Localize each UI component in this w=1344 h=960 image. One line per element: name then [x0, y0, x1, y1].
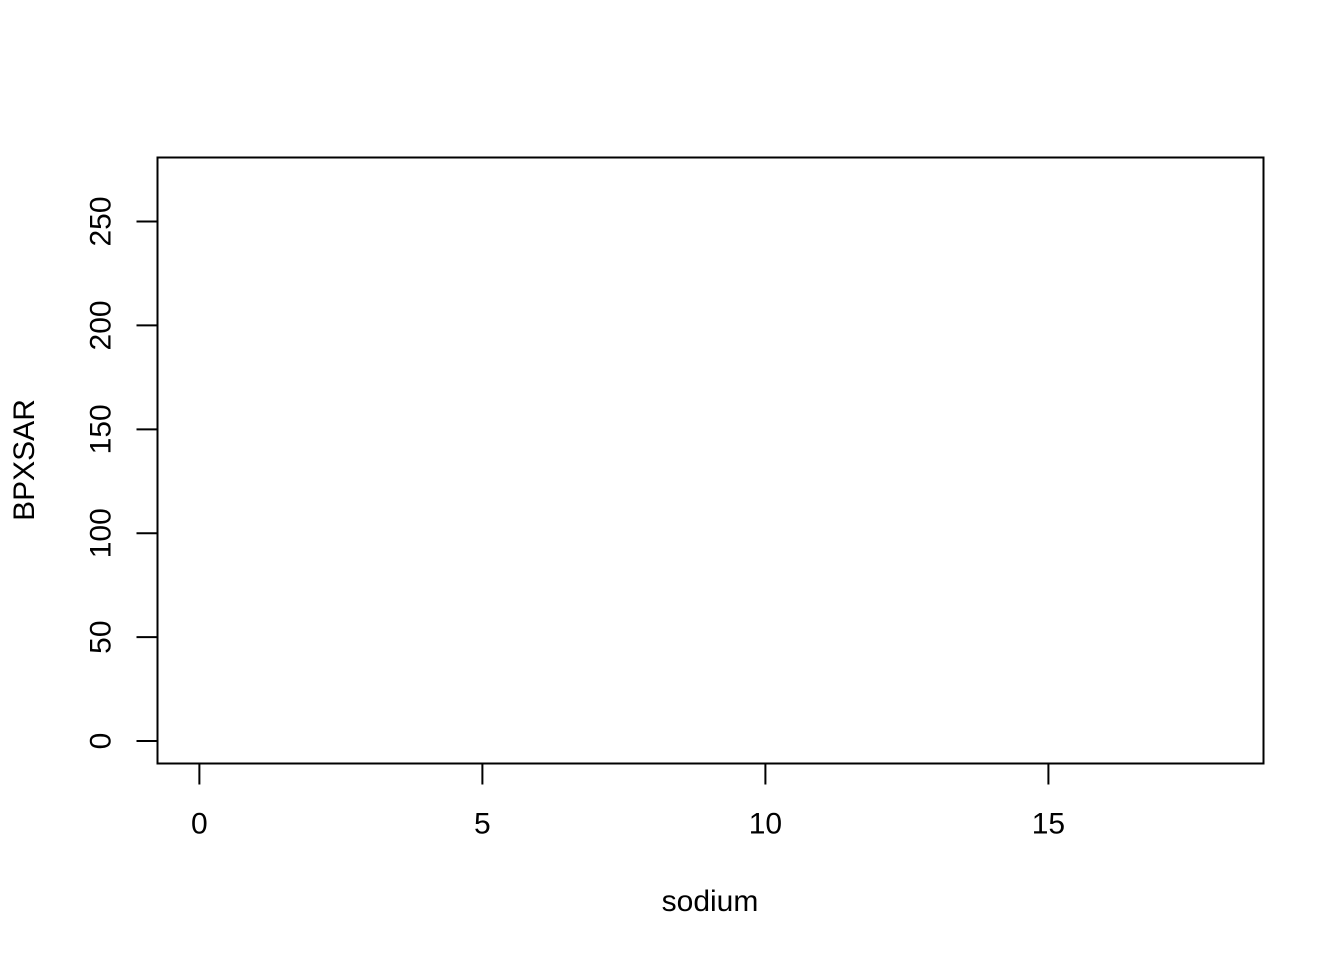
y-tick-label: 0 [85, 733, 118, 750]
plot-area-frame [156, 156, 1265, 765]
y-tick-label: 250 [85, 196, 118, 246]
y-axis-label: BPXSAR [8, 399, 41, 521]
y-tick-label: 200 [85, 300, 118, 350]
y-axis: 0 50 100 150 200 250 [85, 196, 159, 750]
y-tick-label: 150 [85, 404, 118, 454]
y-tick-label: 100 [85, 508, 118, 558]
y-tick-label: 50 [85, 620, 118, 653]
x-tick-label: 0 [191, 808, 208, 841]
x-tick-label: 5 [474, 808, 491, 841]
x-tick-label: 10 [749, 808, 782, 841]
x-tick-label: 15 [1032, 808, 1065, 841]
x-axis: 0 5 10 15 [191, 762, 1065, 841]
x-axis-label: sodium [662, 885, 759, 918]
